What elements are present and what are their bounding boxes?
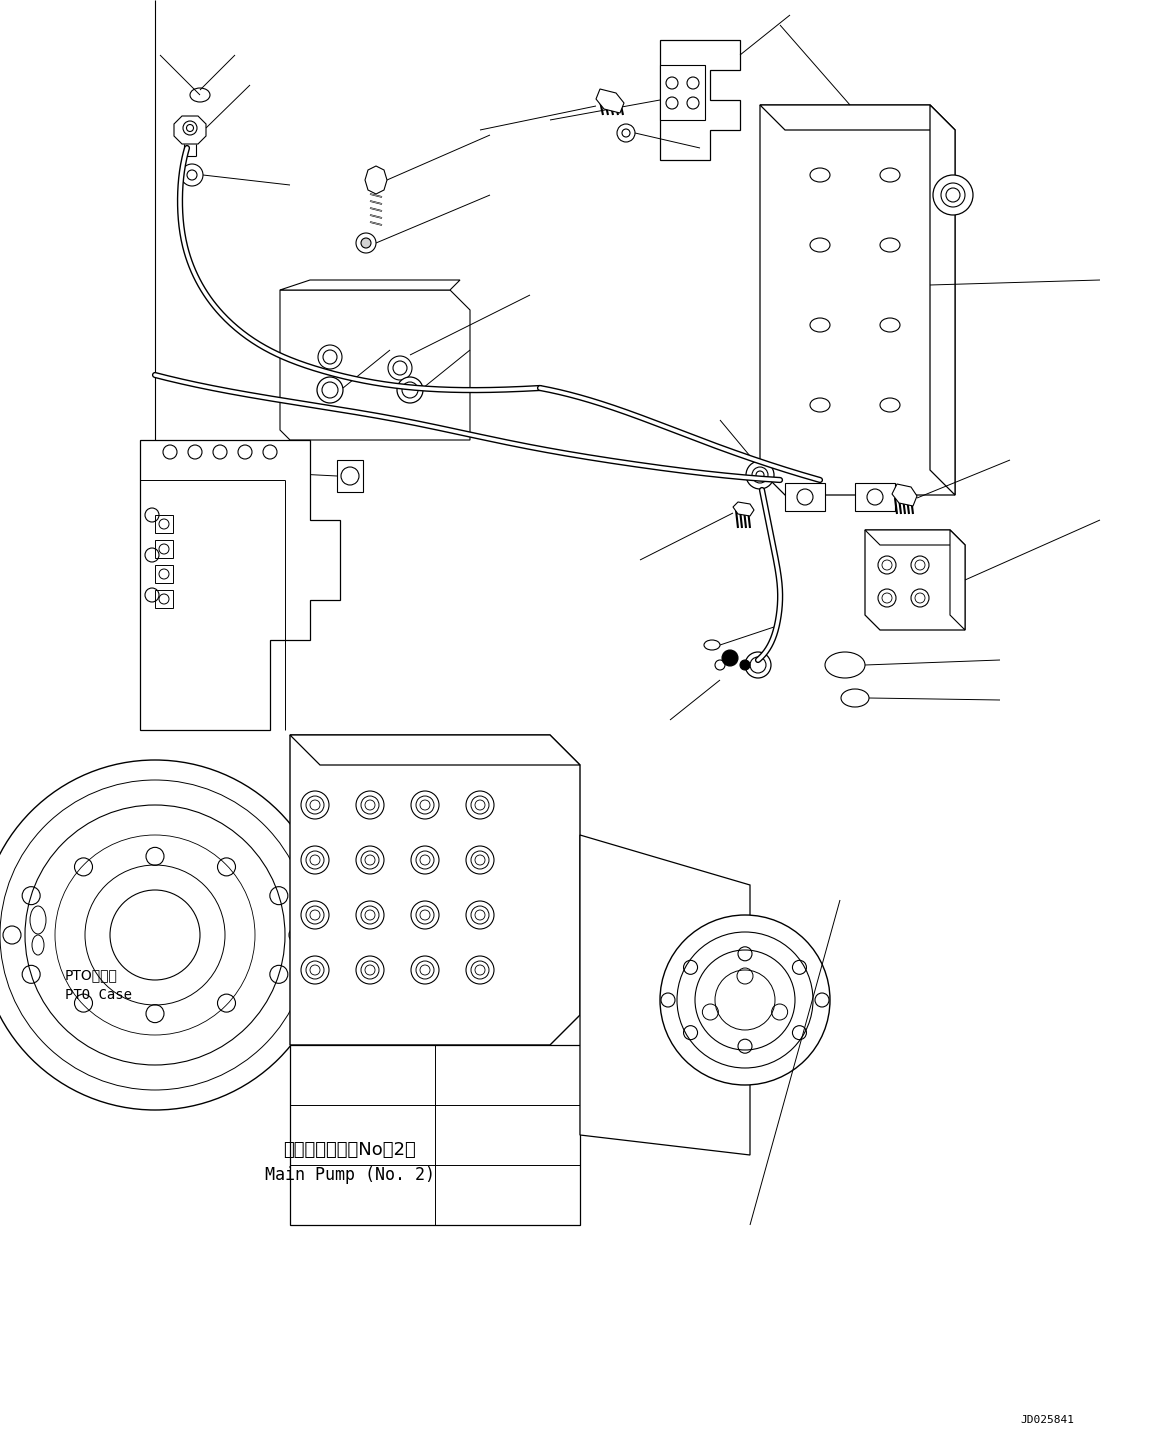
Circle shape — [0, 779, 311, 1090]
Circle shape — [420, 965, 430, 975]
Polygon shape — [865, 531, 965, 630]
Polygon shape — [580, 835, 750, 1155]
Bar — [785, 483, 825, 510]
Circle shape — [361, 239, 371, 247]
Bar — [337, 460, 363, 492]
Circle shape — [311, 910, 320, 920]
Circle shape — [365, 800, 374, 810]
Text: PTO Case: PTO Case — [65, 988, 131, 1002]
Circle shape — [745, 462, 775, 489]
Polygon shape — [290, 1045, 580, 1225]
Polygon shape — [280, 290, 470, 440]
Polygon shape — [174, 116, 206, 144]
Circle shape — [388, 357, 412, 380]
Circle shape — [365, 965, 374, 975]
Polygon shape — [595, 89, 625, 114]
Circle shape — [365, 910, 374, 920]
Polygon shape — [733, 502, 754, 516]
Bar — [155, 565, 173, 582]
Polygon shape — [950, 531, 965, 630]
Circle shape — [365, 856, 374, 866]
Polygon shape — [759, 105, 955, 495]
Bar — [155, 515, 173, 533]
Circle shape — [420, 856, 430, 866]
Circle shape — [722, 650, 739, 666]
Circle shape — [311, 856, 320, 866]
Polygon shape — [892, 485, 916, 506]
Circle shape — [420, 800, 430, 810]
Circle shape — [475, 965, 485, 975]
Polygon shape — [290, 735, 580, 765]
Bar — [855, 483, 896, 510]
Bar — [155, 590, 173, 608]
Circle shape — [475, 800, 485, 810]
Polygon shape — [659, 65, 705, 119]
Polygon shape — [659, 40, 740, 160]
Text: PTOケース: PTOケース — [65, 968, 117, 982]
Text: Main Pump (No. 2): Main Pump (No. 2) — [265, 1166, 435, 1183]
Circle shape — [110, 890, 200, 981]
Circle shape — [397, 377, 423, 403]
Polygon shape — [930, 105, 955, 495]
Polygon shape — [865, 531, 965, 545]
Circle shape — [317, 377, 343, 403]
Polygon shape — [365, 165, 387, 194]
Circle shape — [740, 660, 750, 670]
Circle shape — [420, 910, 430, 920]
Circle shape — [475, 910, 485, 920]
Text: メインポンプ（No．2）: メインポンプ（No．2） — [284, 1140, 416, 1159]
Circle shape — [311, 965, 320, 975]
Polygon shape — [280, 280, 461, 290]
Polygon shape — [140, 440, 340, 731]
Polygon shape — [759, 105, 955, 129]
Text: JD025841: JD025841 — [1020, 1415, 1073, 1425]
Circle shape — [745, 651, 771, 677]
Polygon shape — [290, 735, 580, 1045]
Circle shape — [475, 856, 485, 866]
Circle shape — [311, 800, 320, 810]
Circle shape — [317, 345, 342, 370]
Circle shape — [659, 915, 830, 1086]
Circle shape — [933, 175, 973, 216]
Circle shape — [0, 761, 330, 1110]
Bar — [155, 541, 173, 558]
